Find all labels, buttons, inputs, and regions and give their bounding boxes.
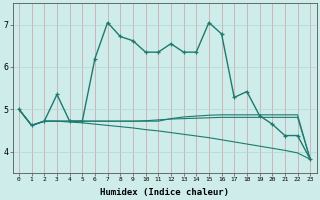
- X-axis label: Humidex (Indice chaleur): Humidex (Indice chaleur): [100, 188, 229, 197]
